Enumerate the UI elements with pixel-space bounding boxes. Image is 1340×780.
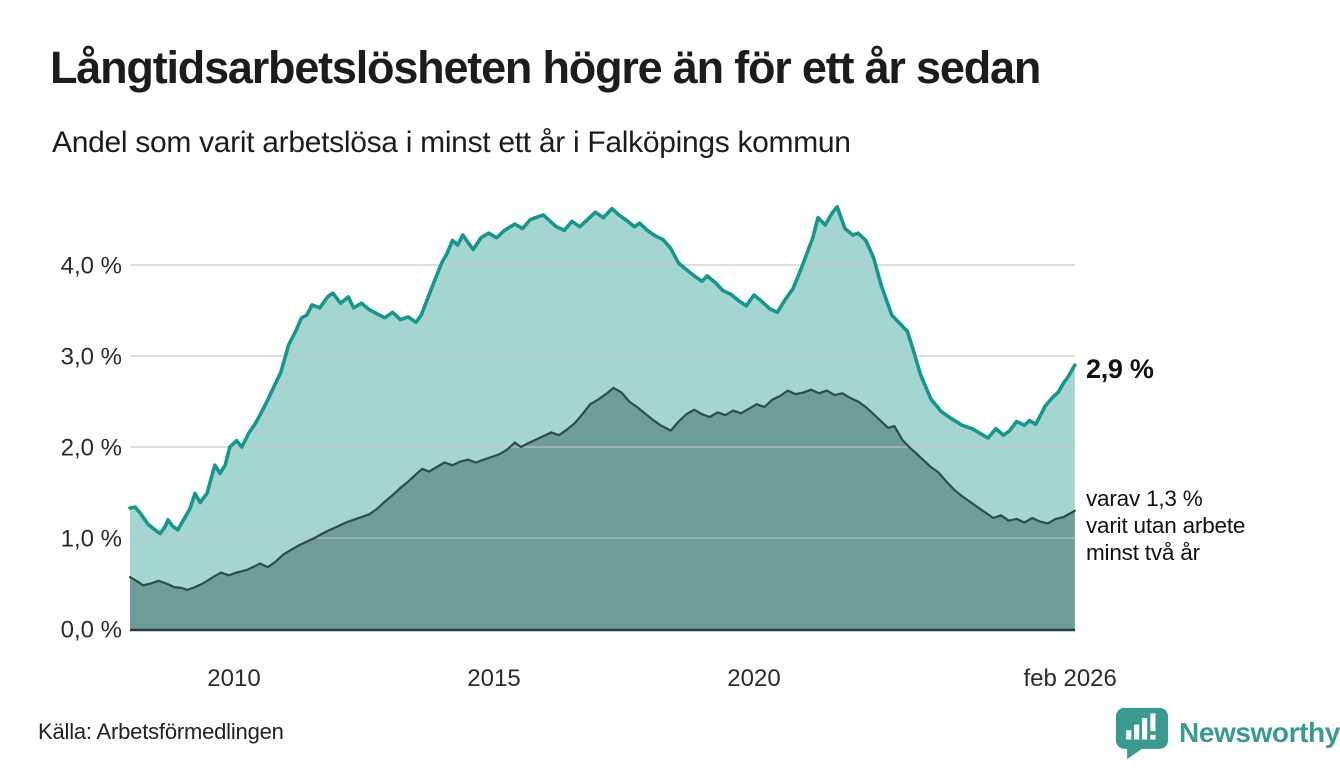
brand-logo: Newsworthy [1114,706,1340,760]
page-title: Långtidsarbetslösheten högre än för ett … [50,42,1041,93]
secondary-annotation: varav 1,3 % varit utan arbete minst två … [1086,485,1245,566]
secondary-annotation-line: varit utan arbete [1086,513,1246,538]
series-line-one-year [128,205,1077,536]
y-tick-label: 0,0 % [61,617,122,644]
series-line-two-years [128,386,1076,591]
area-fill-two-years [130,387,1075,629]
secondary-annotation-line: minst två år [1086,540,1200,565]
y-tick-label: 2,0 % [61,435,122,462]
secondary-annotation-line: varav 1,3 % [1086,486,1203,511]
y-tick-label: 4,0 % [61,253,122,280]
x-tick-label: 2015 [467,665,520,692]
bar-chart-glyph [1126,713,1156,740]
x-tick-label: 2020 [727,665,780,692]
area-fills [130,206,1075,630]
source-label: Källa: Arbetsförmedlingen [38,719,284,744]
x-tick-label: feb 2026 [1023,665,1116,692]
y-tick-label: 1,0 % [61,526,122,553]
y-tick-label: 3,0 % [61,344,122,371]
page-subtitle: Andel som varit arbetslösa i minst ett å… [52,126,851,159]
brand-name: Newsworthy [1179,717,1340,748]
gridlines [130,264,1075,539]
end-value-label: 2,9 % [1086,354,1154,384]
y-axis-labels: 4,0 % 3,0 % 2,0 % 1,0 % 0,0 % [61,253,122,644]
x-axis-labels: 2010 2015 2020 feb 2026 [207,665,1117,692]
newsworthy-icon [1115,707,1169,760]
x-tick-label: 2010 [207,665,260,692]
